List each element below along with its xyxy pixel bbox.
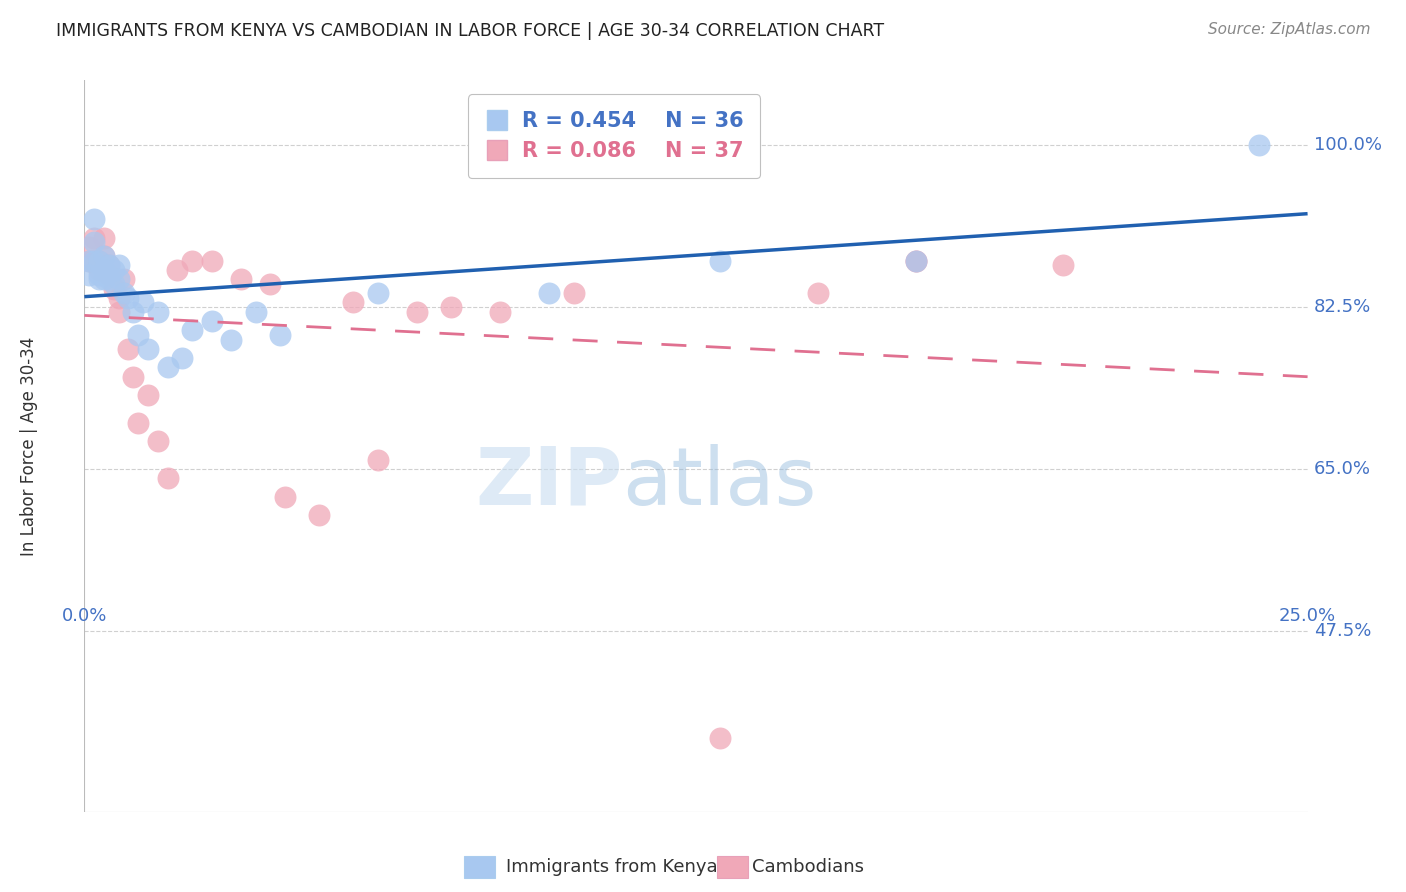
Point (905, 253, 928, 268)
Text: 100.0%: 100.0% (1313, 136, 1382, 154)
Point (172, 351, 194, 365)
Point (136, 388, 159, 402)
Point (245, 304, 267, 318)
Text: atlas: atlas (623, 443, 817, 522)
Point (93, 230, 115, 244)
Text: 47.5%: 47.5% (1313, 623, 1371, 640)
Text: ZIP: ZIP (475, 443, 623, 522)
Point (136, 342, 159, 356)
Point (122, 304, 145, 318)
Point (97, 268, 120, 282)
Point (77, 253, 100, 268)
Point (1052, 259, 1074, 273)
Point (905, 253, 928, 268)
Point (93, 249, 115, 263)
Point (229, 272, 252, 286)
Text: Source: ZipAtlas.com: Source: ZipAtlas.com (1208, 22, 1371, 37)
Point (709, 253, 731, 268)
Point (562, 286, 585, 301)
Point (440, 300, 463, 314)
Point (156, 360, 179, 375)
Point (77, 240, 100, 254)
Point (367, 286, 389, 301)
Point (489, 304, 512, 318)
Text: Immigrants from Kenya: Immigrants from Kenya (506, 858, 718, 876)
Text: 25.0%: 25.0% (1279, 607, 1336, 625)
Point (342, 295, 364, 310)
Point (112, 272, 135, 286)
Point (103, 263, 125, 277)
Point (83, 253, 105, 268)
Point (156, 471, 179, 485)
Point (181, 323, 204, 337)
Point (93, 272, 115, 286)
Point (107, 304, 129, 318)
Point (103, 277, 125, 291)
Point (127, 416, 149, 430)
Point (87, 268, 110, 282)
Point (146, 304, 169, 318)
Point (97, 272, 120, 286)
Point (807, 286, 830, 301)
Point (77, 253, 100, 268)
Point (367, 453, 389, 467)
Point (181, 253, 204, 268)
Point (117, 291, 139, 305)
Point (166, 263, 188, 277)
Point (122, 369, 145, 384)
Text: 0.0%: 0.0% (62, 607, 107, 625)
Point (107, 291, 129, 305)
Legend: R = 0.454    N = 36, R = 0.086    N = 37: R = 0.454 N = 36, R = 0.086 N = 37 (468, 95, 761, 178)
Text: IMMIGRANTS FROM KENYA VS CAMBODIAN IN LABOR FORCE | AGE 30-34 CORRELATION CHART: IMMIGRANTS FROM KENYA VS CAMBODIAN IN LA… (56, 22, 884, 40)
Point (87, 253, 110, 268)
Point (77, 268, 100, 282)
Point (274, 490, 297, 504)
Point (97, 259, 120, 273)
Point (132, 295, 155, 310)
Point (308, 508, 330, 523)
Point (406, 304, 429, 318)
Point (103, 282, 125, 296)
Point (107, 259, 129, 273)
Text: 65.0%: 65.0% (1313, 460, 1371, 478)
Point (83, 212, 105, 227)
Point (219, 333, 242, 347)
Point (83, 253, 105, 268)
Point (200, 314, 222, 328)
Point (200, 253, 222, 268)
Point (83, 235, 105, 250)
Point (117, 342, 139, 356)
Point (83, 230, 105, 244)
Point (107, 272, 129, 286)
Text: Cambodians: Cambodians (752, 858, 865, 876)
Point (1247, 138, 1270, 153)
Point (259, 277, 281, 291)
Text: In Labor Force | Age 30-34: In Labor Force | Age 30-34 (20, 336, 38, 556)
Point (538, 286, 561, 301)
Point (87, 253, 110, 268)
Point (93, 263, 115, 277)
Point (97, 259, 120, 273)
Point (709, 731, 731, 745)
Point (127, 327, 149, 342)
Point (87, 272, 110, 286)
Point (146, 434, 169, 449)
Point (87, 263, 110, 277)
Point (93, 249, 115, 263)
Point (112, 286, 135, 301)
Text: 82.5%: 82.5% (1313, 298, 1371, 316)
Point (905, 253, 928, 268)
Point (269, 327, 291, 342)
